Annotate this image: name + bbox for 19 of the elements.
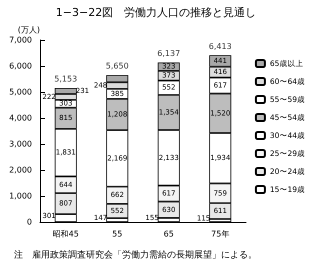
x-tick-label: 75年 xyxy=(211,230,230,238)
chart-title: 1−3−22図 労働力人口の推移と見通し xyxy=(56,6,256,19)
total-label: 6,137 xyxy=(157,48,180,58)
y-tick-label: 5,000 xyxy=(9,88,32,96)
y-tick-label: 2,000 xyxy=(9,166,32,174)
x-tick-label: 65 xyxy=(164,230,174,238)
total-label: 6,413 xyxy=(208,42,232,51)
y-tick-label: 0 xyxy=(26,218,32,226)
x-tick-label: 55 xyxy=(112,230,122,238)
y-tick-label: 1,000 xyxy=(9,192,32,200)
y-axis-title: (万人) xyxy=(18,26,40,34)
y-tick-label: 7,000 xyxy=(9,36,32,44)
text: 注 雇用政策調査研究会「労働力需給の長期展望」による。 xyxy=(14,250,257,260)
y-tick-label: 3,000 xyxy=(9,140,32,148)
y-tick-label: 4,000 xyxy=(9,114,32,122)
x-tick-label: 昭和45 xyxy=(52,230,79,238)
total-label: 5,650 xyxy=(106,62,129,71)
total-label: 5,153 xyxy=(54,74,78,84)
y-tick-label: 6,000 xyxy=(9,62,32,70)
